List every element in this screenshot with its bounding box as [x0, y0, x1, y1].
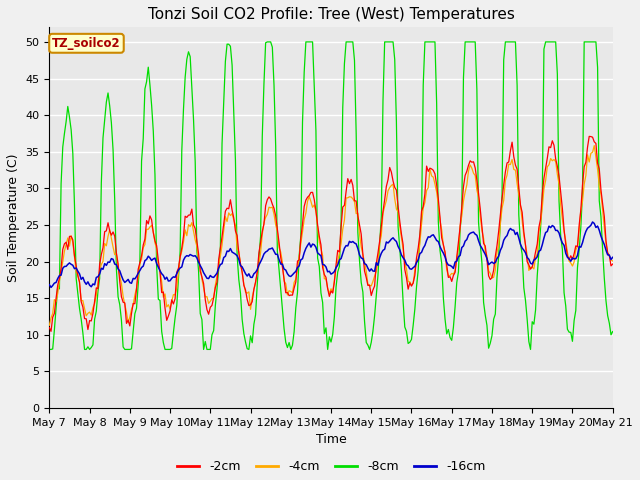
-16cm	[589, 219, 596, 225]
-2cm	[59, 246, 67, 252]
-16cm	[488, 259, 496, 265]
-4cm	[486, 271, 494, 276]
-16cm	[45, 282, 53, 288]
-16cm	[609, 254, 616, 260]
-16cm	[476, 242, 484, 248]
-8cm	[220, 100, 228, 106]
-8cm	[476, 240, 484, 246]
-16cm	[495, 253, 502, 259]
Line: -2cm: -2cm	[49, 136, 612, 331]
-8cm	[609, 329, 616, 335]
-16cm	[357, 255, 365, 261]
-2cm	[495, 228, 502, 234]
Line: -16cm: -16cm	[49, 222, 612, 288]
-2cm	[357, 231, 365, 237]
-2cm	[488, 275, 496, 280]
-16cm	[221, 253, 229, 259]
-8cm	[357, 279, 365, 285]
Text: TZ_soilco2: TZ_soilco2	[52, 37, 121, 50]
X-axis label: Time: Time	[316, 433, 346, 446]
-2cm	[476, 206, 484, 212]
Line: -8cm: -8cm	[49, 42, 612, 349]
-4cm	[590, 143, 598, 148]
-16cm	[47, 285, 55, 290]
-4cm	[493, 249, 501, 255]
-2cm	[221, 208, 229, 214]
-8cm	[57, 181, 65, 187]
Legend: -2cm, -4cm, -8cm, -16cm: -2cm, -4cm, -8cm, -16cm	[172, 455, 490, 478]
-4cm	[475, 194, 483, 200]
-4cm	[609, 258, 616, 264]
Line: -4cm: -4cm	[49, 145, 612, 325]
Title: Tonzi Soil CO2 Profile: Tree (West) Temperatures: Tonzi Soil CO2 Profile: Tree (West) Temp…	[148, 7, 515, 22]
-16cm	[59, 265, 67, 271]
-4cm	[220, 228, 228, 233]
-8cm	[264, 39, 271, 45]
-4cm	[57, 270, 65, 276]
-2cm	[586, 133, 593, 139]
-2cm	[45, 325, 53, 331]
-4cm	[45, 323, 53, 328]
-8cm	[495, 253, 502, 259]
-4cm	[356, 231, 364, 237]
-8cm	[45, 347, 53, 352]
-8cm	[488, 333, 496, 338]
-2cm	[47, 328, 55, 334]
-2cm	[609, 261, 616, 267]
Y-axis label: Soil Temperature (C): Soil Temperature (C)	[7, 154, 20, 282]
